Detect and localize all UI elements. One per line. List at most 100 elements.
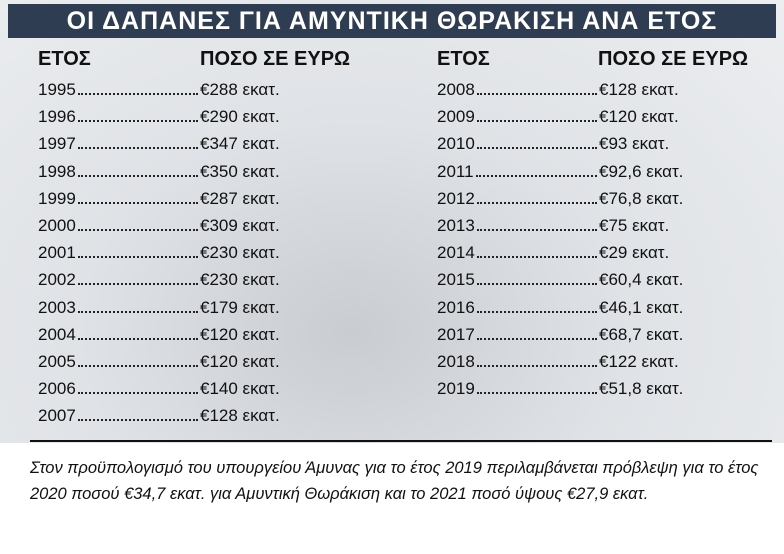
year: 2019 [437,379,475,399]
year: 2010 [437,134,475,154]
amount: €93 εκατ. [599,134,670,154]
footnote: Στον προϋπολογισμό του υπουργείου Άμυνας… [30,459,759,503]
table-row: 2011 €92,6 εκατ. [437,162,699,186]
amount: €347 εκατ. [200,134,280,154]
dot-leader [77,201,198,204]
year: 2001 [38,243,76,263]
year: 2012 [437,188,475,208]
amount: €68,7 εκατ. [599,324,684,344]
amount: €120 εκατ. [200,324,280,344]
dot-leader [77,419,198,422]
amount: €128 εκατ. [200,406,280,426]
dot-leader [77,365,198,367]
dot-leader [476,120,597,123]
amount: €92,6 εκατ. [599,161,684,181]
amount: €122 εκατ. [599,352,679,371]
year: 2002 [38,270,76,290]
year: 2000 [38,216,76,235]
dot-leader [476,310,597,313]
dot-leader [77,256,198,259]
amount: €288 εκατ. [200,80,280,99]
dot-leader [77,93,198,95]
table-row: 1998 €350 εκατ. [38,162,300,186]
table-row: 2013 €75 εκατ. [437,216,699,240]
amount: €46,1 εκατ. [599,297,684,317]
table-row: 2019 €51,8 εκατ. [437,379,699,403]
dot-leader [476,392,597,395]
table-row: 1995 €288 εκατ. [38,80,300,104]
amount: €290 εκατ. [200,107,280,127]
year: 2011 [437,161,474,181]
table-row: 2015 €60,4 εκατ. [437,270,699,294]
dot-leader [77,229,198,231]
year: 2008 [437,80,475,99]
background [0,0,784,443]
amount: €140 εκατ. [200,379,280,399]
amount: €120 εκατ. [599,107,679,127]
year: 2003 [38,297,76,317]
dot-leader [77,120,198,123]
table-row: 2001 €230 εκατ. [38,243,300,267]
dot-leader [77,174,198,177]
dot-leader [476,229,597,231]
year: 2004 [38,324,76,344]
amount: €179 εκατ. [200,297,280,317]
dot-leader [476,283,597,286]
amount: €51,8 εκατ. [599,379,684,399]
amount: €75 εκατ. [599,216,670,235]
dot-leader [77,147,198,150]
table-row: 2009 €120 εκατ. [437,107,699,131]
amount: €60,4 εκατ. [599,270,684,290]
amount-header: ΠΟΣΟ ΣΕ ΕΥΡΩ [598,48,749,70]
year: 2014 [437,243,475,263]
table-row: 2010 €93 εκατ. [437,134,699,158]
table-row: 2014 €29 εκατ. [437,243,699,267]
table-row: 2006 €140 εκατ. [38,379,300,403]
table-row: 2004 €120 εκατ. [38,325,300,349]
year: 2005 [38,352,76,371]
year: 2007 [38,406,76,426]
table-row: 2012 €76,8 εκατ. [437,189,699,213]
amount: €230 εκατ. [200,270,280,290]
year: 2018 [437,352,475,371]
amount: €120 εκατ. [200,352,280,371]
year: 2016 [437,297,475,317]
table-row: 2008 €128 εκατ. [437,80,699,104]
year: 1998 [38,161,76,181]
dot-leader [476,256,597,259]
table-row: 1999 €287 εκατ. [38,189,300,213]
year: 2015 [437,270,475,290]
dot-leader [476,147,597,150]
amount: €309 εκατ. [200,216,280,235]
dot-leader [77,392,198,395]
separator [30,440,772,442]
dot-leader [476,93,597,95]
table-row: 2003 €179 εκατ. [38,298,300,322]
amount-header: ΠΟΣΟ ΣΕ ΕΥΡΩ [200,48,351,70]
table-row: 2000 €309 εκατ. [38,216,300,240]
table-row: 2002 €230 εκατ. [38,270,300,294]
table-row: 1996 €290 εκατ. [38,107,300,131]
amount: €76,8 εκατ. [599,188,684,208]
year: 1997 [38,134,76,154]
table-row: 1997 €347 εκατ. [38,134,300,158]
table-row: 2005 €120 εκατ. [38,352,300,376]
table-row: 2016 €46,1 εκατ. [437,298,699,322]
year: 1999 [38,188,76,208]
amount: €287 εκατ. [200,188,280,208]
table-row: 2017 €68,7 εκατ. [437,325,699,349]
amount: €350 εκατ. [200,161,280,181]
amount: €29 εκατ. [599,243,670,263]
year-header: ΕΤΟΣ [437,48,490,70]
year: 1995 [38,80,76,99]
dot-leader [475,174,597,177]
title: ΟΙ ΔΑΠΑΝΕΣ ΓΙΑ ΑΜΥΝΤΙΚΗ ΘΩΡΑΚΙΣΗ ΑΝΑ ΕΤΟ… [8,4,776,38]
table-row: 2018 €122 εκατ. [437,352,699,376]
table-row: 2007 €128 εκατ. [38,406,300,430]
amount: €230 εκατ. [200,243,280,263]
year: 2006 [38,379,76,399]
amount: €128 εκατ. [599,80,679,99]
dot-leader [77,337,198,340]
year: 2009 [437,107,475,127]
